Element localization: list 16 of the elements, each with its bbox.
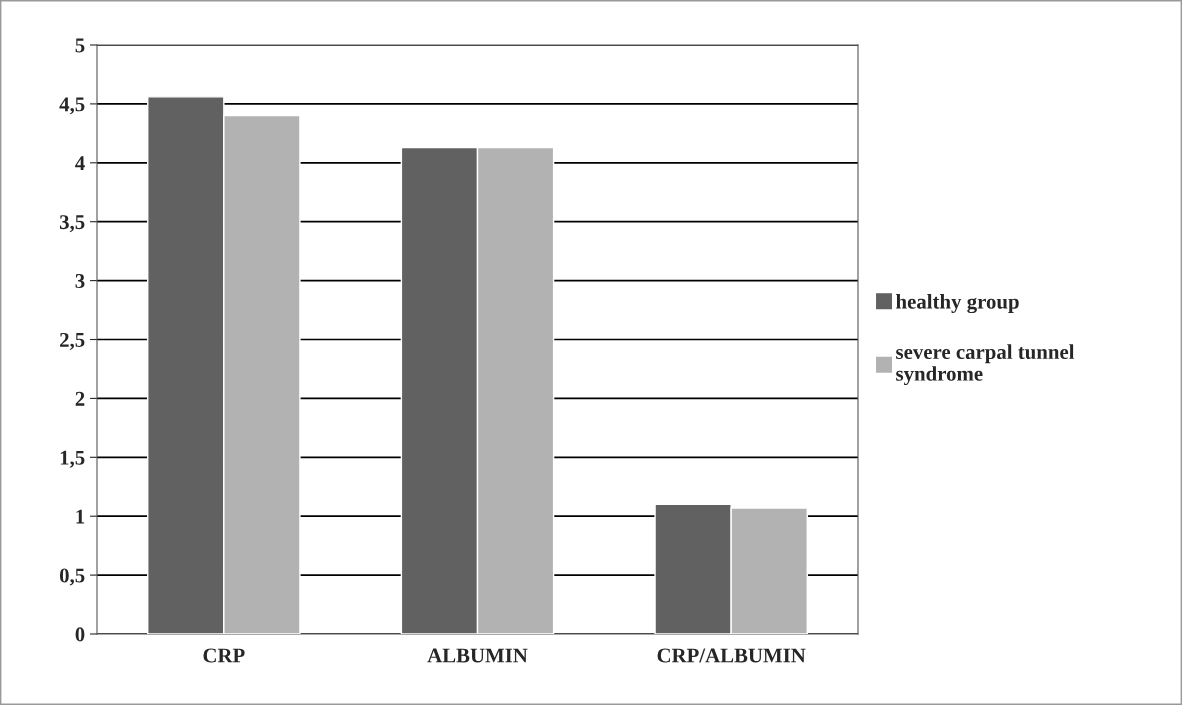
x-tick-label: CRP/ALBUMIN (657, 648, 806, 663)
y-tick-label: 1,5 (60, 450, 85, 468)
y-tick-label: 2 (75, 391, 85, 406)
y-tick-label: 4 (75, 156, 85, 171)
y-tick-label: 2,5 (60, 332, 85, 350)
legend-label: healthy group (896, 294, 1019, 314)
y-tick-label: 4,5 (59, 97, 85, 115)
y-tick-label: 0,5 (59, 568, 85, 586)
y-tick-label: 3,5 (59, 215, 85, 233)
legend-label: severe carpal tunnel syndrome (896, 344, 1075, 386)
x-tick-label: ALBUMIN (427, 648, 528, 663)
y-tick-label: 5 (75, 38, 85, 53)
x-tick-label: CRP (203, 648, 245, 663)
y-tick-label: 1 (76, 509, 85, 524)
y-tick-label: 3 (75, 274, 85, 289)
y-tick-label: 0 (75, 627, 85, 642)
